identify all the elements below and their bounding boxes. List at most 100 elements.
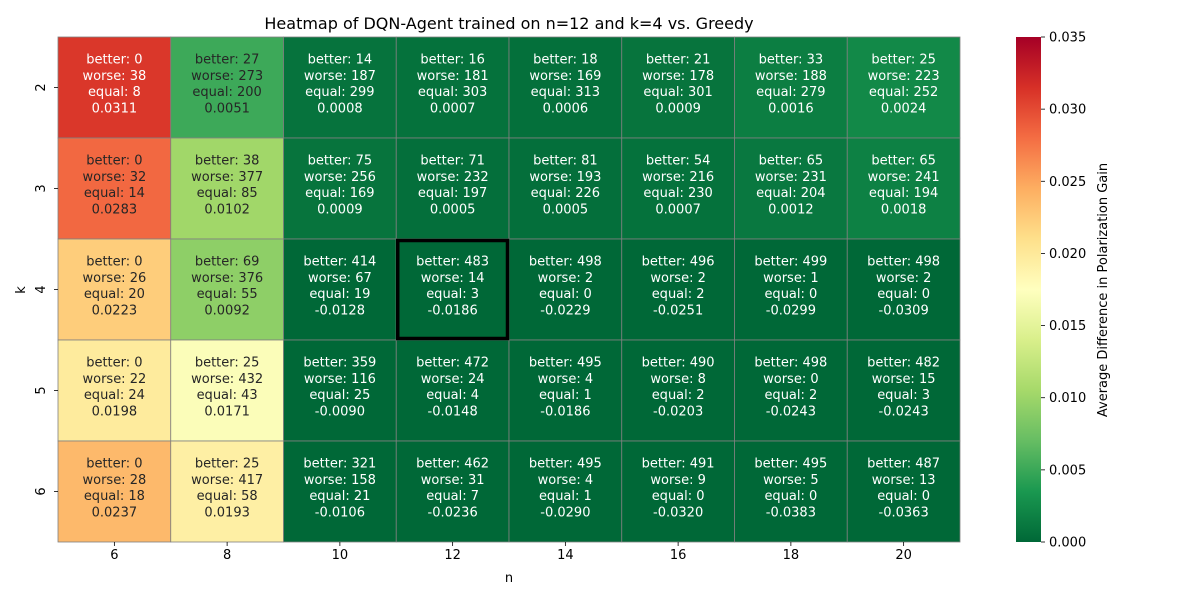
cell-equal-text: equal: 18 xyxy=(84,489,145,504)
cell-equal-text: equal: 0 xyxy=(877,287,930,302)
cell-better-text: better: 498 xyxy=(754,356,827,371)
cell-better-text: better: 0 xyxy=(86,457,142,472)
x-tick-label: 10 xyxy=(332,548,349,563)
cell-worse-text: worse: 4 xyxy=(538,473,594,488)
cell-worse-text: worse: 0 xyxy=(763,372,819,387)
cell-equal-text: equal: 85 xyxy=(197,186,258,201)
cell-value-text: 0.0024 xyxy=(881,101,927,116)
cell-better-text: better: 487 xyxy=(867,457,940,472)
x-tick-label: 16 xyxy=(670,548,687,563)
cell-equal-text: equal: 24 xyxy=(84,388,145,403)
colorbar-tick-label: 0.030 xyxy=(1049,103,1086,118)
cell-worse-text: worse: 32 xyxy=(82,170,146,185)
cell-value-text: 0.0009 xyxy=(655,101,701,116)
cell-equal-text: equal: 200 xyxy=(192,85,261,100)
cell-value-text: 0.0006 xyxy=(543,101,589,116)
cell-value-text: -0.0106 xyxy=(315,505,365,520)
cell-better-text: better: 81 xyxy=(533,154,598,169)
cell-worse-text: worse: 169 xyxy=(529,69,601,84)
cell-worse-text: worse: 9 xyxy=(650,473,706,488)
x-tick-label: 14 xyxy=(557,548,574,563)
cell-equal-text: equal: 21 xyxy=(309,489,370,504)
cell-equal-text: equal: 58 xyxy=(197,489,258,504)
cell-better-text: better: 472 xyxy=(416,356,489,371)
cell-equal-text: equal: 2 xyxy=(652,287,705,302)
cell-value-text: -0.0320 xyxy=(653,505,703,520)
heatmap-cell xyxy=(170,137,284,240)
cell-value-text: 0.0005 xyxy=(543,202,589,217)
colorbar-tick-label: 0.035 xyxy=(1049,31,1086,46)
cell-better-text: better: 65 xyxy=(759,154,824,169)
heatmap-cell xyxy=(621,137,735,240)
y-tick-label: 2 xyxy=(34,83,49,91)
cell-value-text: -0.0299 xyxy=(766,303,816,318)
heatmap-cell xyxy=(846,440,961,543)
cell-worse-text: worse: 13 xyxy=(872,473,936,488)
heatmap-cell xyxy=(57,339,172,442)
y-axis-ticks: 2 3 4 5 6 xyxy=(34,83,58,496)
cell-value-text: -0.0383 xyxy=(766,505,816,520)
cell-better-text: better: 490 xyxy=(642,356,715,371)
cell-worse-text: worse: 376 xyxy=(191,271,263,286)
heatmap-cell xyxy=(846,137,961,240)
cell-worse-text: worse: 14 xyxy=(421,271,485,286)
colorbar-tick-label: 0.005 xyxy=(1049,463,1086,478)
cell-worse-text: worse: 241 xyxy=(868,170,940,185)
chart-title: Heatmap of DQN-Agent trained on n=12 and… xyxy=(264,14,753,33)
colorbar-label: Average Difference in Polarization Gain xyxy=(1096,163,1111,417)
cell-equal-text: equal: 169 xyxy=(305,186,374,201)
cell-equal-text: equal: 1 xyxy=(539,489,592,504)
cell-better-text: better: 21 xyxy=(646,53,711,68)
cell-equal-text: equal: 230 xyxy=(643,186,712,201)
cell-better-text: better: 491 xyxy=(642,457,715,472)
heatmap-cell xyxy=(170,36,284,139)
cell-value-text: 0.0007 xyxy=(655,202,701,217)
cell-worse-text: worse: 24 xyxy=(421,372,485,387)
cell-value-text: -0.0203 xyxy=(653,404,703,419)
colorbar-tick-label: 0.020 xyxy=(1049,247,1086,262)
cell-better-text: better: 54 xyxy=(646,154,711,169)
heatmap-cell xyxy=(283,339,397,442)
cell-better-text: better: 321 xyxy=(303,457,376,472)
cell-better-text: better: 414 xyxy=(303,255,376,270)
heatmap-cell xyxy=(621,440,735,543)
heatmap-cell xyxy=(734,339,848,442)
cell-better-text: better: 499 xyxy=(754,255,827,270)
cell-value-text: 0.0102 xyxy=(204,202,250,217)
cell-equal-text: equal: 2 xyxy=(652,388,705,403)
y-tick-label: 4 xyxy=(34,285,49,293)
cell-equal-text: equal: 3 xyxy=(426,287,479,302)
x-axis-label: n xyxy=(505,571,513,586)
cell-worse-text: worse: 38 xyxy=(82,69,146,84)
cell-better-text: better: 495 xyxy=(529,356,602,371)
cell-equal-text: equal: 19 xyxy=(309,287,370,302)
cell-equal-text: equal: 226 xyxy=(531,186,600,201)
heatmap-cell xyxy=(846,36,961,139)
heatmap-cell xyxy=(846,238,961,341)
colorbar-ticks: 0.000 0.005 0.010 0.015 0.020 0.025 0.030 0.035 xyxy=(1041,31,1086,551)
cell-equal-text: equal: 7 xyxy=(426,489,479,504)
y-axis-label: k xyxy=(14,286,29,294)
cell-equal-text: equal: 3 xyxy=(877,388,930,403)
cell-worse-text: worse: 5 xyxy=(763,473,819,488)
x-tick-label: 8 xyxy=(223,548,231,563)
cell-equal-text: equal: 0 xyxy=(764,287,817,302)
colorbar-tick-label: 0.025 xyxy=(1049,175,1086,190)
cell-worse-text: worse: 256 xyxy=(304,170,376,185)
cell-worse-text: worse: 2 xyxy=(650,271,706,286)
cell-better-text: better: 359 xyxy=(303,356,376,371)
cell-value-text: 0.0193 xyxy=(204,505,250,520)
cell-value-text: 0.0018 xyxy=(881,202,927,217)
cell-better-text: better: 16 xyxy=(420,53,485,68)
cell-better-text: better: 462 xyxy=(416,457,489,472)
heatmap-cell xyxy=(283,440,397,543)
cell-worse-text: worse: 31 xyxy=(421,473,485,488)
cell-better-text: better: 498 xyxy=(867,255,940,270)
cell-equal-text: equal: 4 xyxy=(426,388,479,403)
x-axis-ticks: 6 8 10 12 14 16 18 20 xyxy=(110,542,912,563)
cell-worse-text: worse: 232 xyxy=(417,170,489,185)
cell-worse-text: worse: 28 xyxy=(82,473,146,488)
heatmap-cell xyxy=(508,137,623,240)
